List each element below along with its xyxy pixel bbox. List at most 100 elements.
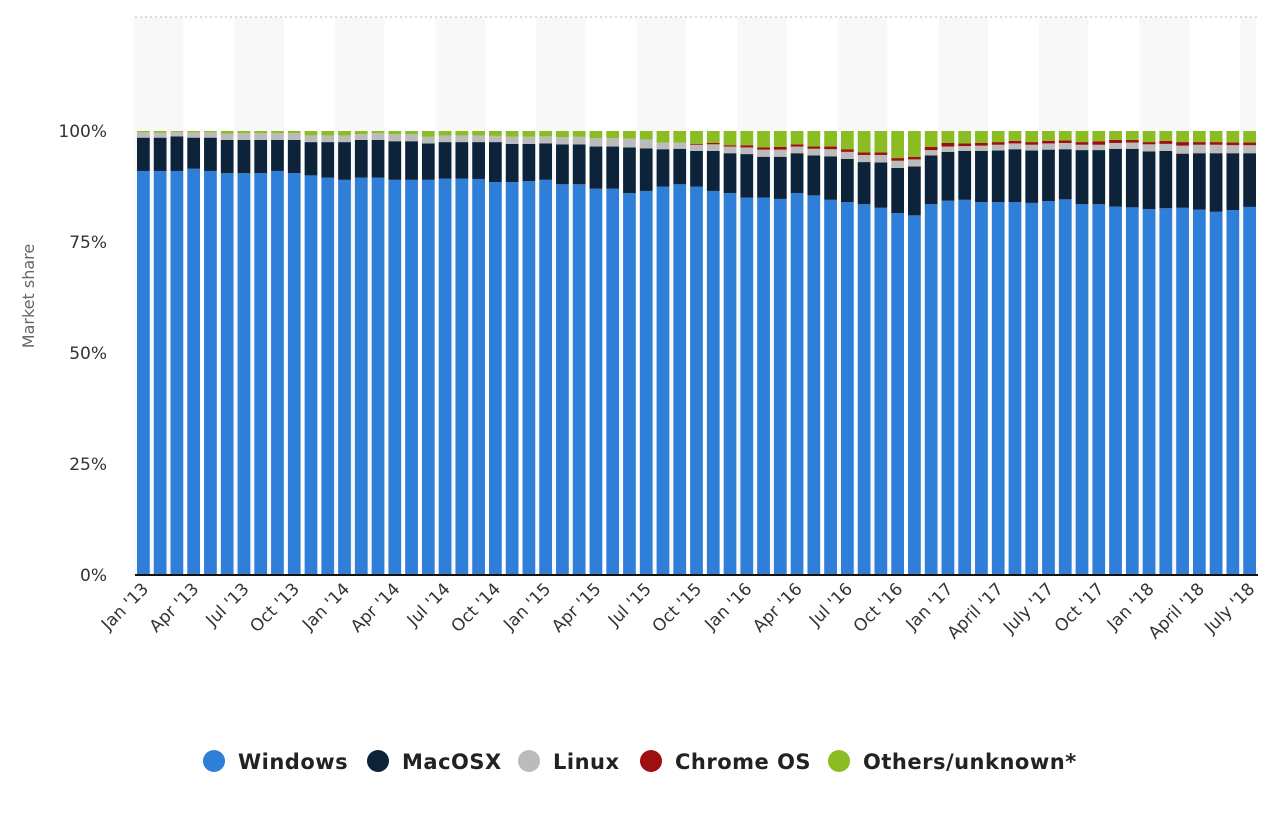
bar-segment[interactable] <box>958 199 972 575</box>
bar-segment[interactable] <box>757 131 770 148</box>
bar-segment[interactable] <box>354 134 368 140</box>
bar-segment[interactable] <box>1092 131 1106 142</box>
bar-segment[interactable] <box>137 137 150 171</box>
bar-segment[interactable] <box>606 138 620 147</box>
bar-segment[interactable] <box>941 131 955 143</box>
bar-segment[interactable] <box>589 138 603 147</box>
bar-segment[interactable] <box>1209 142 1223 145</box>
bar-segment[interactable] <box>1008 140 1022 144</box>
bar-segment[interactable] <box>489 135 502 143</box>
bar-segment[interactable] <box>405 131 418 135</box>
bar-segment[interactable] <box>656 186 670 576</box>
bar-segment[interactable] <box>187 131 201 133</box>
bar-segment[interactable] <box>539 179 553 575</box>
bar-segment[interactable] <box>539 131 553 137</box>
bar-segment[interactable] <box>187 132 201 138</box>
bar-segment[interactable] <box>1125 142 1139 149</box>
bar-segment[interactable] <box>287 133 301 140</box>
bar-segment[interactable] <box>790 153 804 194</box>
bar-segment[interactable] <box>1226 153 1240 211</box>
bar-segment[interactable] <box>740 131 754 146</box>
bar-segment[interactable] <box>254 173 268 575</box>
bar-segment[interactable] <box>1176 145 1189 154</box>
bar-segment[interactable] <box>656 131 670 143</box>
bar-segment[interactable] <box>220 173 234 575</box>
bar-segment[interactable] <box>1243 145 1256 154</box>
bar-segment[interactable] <box>606 146 620 189</box>
bar-segment[interactable] <box>656 142 670 150</box>
bar-segment[interactable] <box>539 143 553 180</box>
bar-segment[interactable] <box>1109 148 1122 207</box>
bar-segment[interactable] <box>388 134 402 142</box>
bar-segment[interactable] <box>757 147 770 150</box>
bar-segment[interactable] <box>1159 208 1173 575</box>
bar-segment[interactable] <box>321 177 335 575</box>
bar-segment[interactable] <box>187 137 201 169</box>
bar-segment[interactable] <box>1075 204 1089 575</box>
bar-segment[interactable] <box>924 131 938 147</box>
bar-segment[interactable] <box>1125 139 1139 143</box>
bar-segment[interactable] <box>354 139 368 178</box>
bar-segment[interactable] <box>338 142 351 180</box>
bar-segment[interactable] <box>1008 202 1022 576</box>
bar-segment[interactable] <box>489 142 502 183</box>
bar-segment[interactable] <box>137 131 150 133</box>
bar-segment[interactable] <box>857 131 871 153</box>
bar-segment[interactable] <box>1125 131 1139 140</box>
bar-segment[interactable] <box>1243 153 1256 207</box>
bar-segment[interactable] <box>908 215 921 576</box>
bar-segment[interactable] <box>1042 143 1055 150</box>
bar-segment[interactable] <box>1142 151 1156 210</box>
bar-segment[interactable] <box>740 147 754 155</box>
bar-segment[interactable] <box>1159 143 1173 151</box>
bar-segment[interactable] <box>723 153 737 194</box>
bar-segment[interactable] <box>824 156 837 200</box>
bar-segment[interactable] <box>489 182 502 575</box>
bar-segment[interactable] <box>807 195 821 575</box>
bar-segment[interactable] <box>338 179 351 575</box>
bar-segment[interactable] <box>153 132 167 138</box>
bar-segment[interactable] <box>405 141 418 180</box>
bar-segment[interactable] <box>237 133 251 140</box>
bar-segment[interactable] <box>1192 131 1206 143</box>
bar-segment[interactable] <box>891 160 905 168</box>
bar-segment[interactable] <box>522 136 536 144</box>
bar-segment[interactable] <box>975 202 988 576</box>
bar-segment[interactable] <box>505 143 519 183</box>
bar-segment[interactable] <box>706 144 720 151</box>
bar-segment[interactable] <box>204 170 217 575</box>
bar-segment[interactable] <box>137 170 150 575</box>
bar-segment[interactable] <box>556 184 569 575</box>
bar-segment[interactable] <box>572 184 586 575</box>
bar-segment[interactable] <box>354 131 368 135</box>
bar-segment[interactable] <box>271 139 284 171</box>
bar-segment[interactable] <box>690 186 703 576</box>
bar-segment[interactable] <box>1058 140 1072 143</box>
bar-segment[interactable] <box>254 131 268 134</box>
bar-segment[interactable] <box>941 142 955 147</box>
bar-segment[interactable] <box>824 131 837 147</box>
bar-segment[interactable] <box>740 197 754 575</box>
bar-segment[interactable] <box>1092 204 1106 575</box>
bar-segment[interactable] <box>438 142 452 179</box>
bar-segment[interactable] <box>991 131 1005 143</box>
bar-segment[interactable] <box>421 131 435 137</box>
bar-segment[interactable] <box>388 141 402 180</box>
bar-segment[interactable] <box>405 179 418 575</box>
bar-segment[interactable] <box>572 144 586 185</box>
bar-segment[interactable] <box>1243 206 1256 576</box>
bar-segment[interactable] <box>371 131 385 134</box>
bar-segment[interactable] <box>840 158 854 203</box>
bar-segment[interactable] <box>1109 206 1122 576</box>
bar-segment[interactable] <box>472 135 485 143</box>
bar-segment[interactable] <box>656 149 670 187</box>
bar-segment[interactable] <box>556 137 569 145</box>
bar-segment[interactable] <box>807 148 821 156</box>
bar-segment[interactable] <box>723 145 737 147</box>
bar-segment[interactable] <box>623 193 636 575</box>
legend-item[interactable]: Chrome OS <box>640 750 811 774</box>
bar-segment[interactable] <box>455 131 469 136</box>
bar-segment[interactable] <box>137 132 150 138</box>
bar-segment[interactable] <box>1075 144 1089 151</box>
bar-segment[interactable] <box>723 193 737 575</box>
